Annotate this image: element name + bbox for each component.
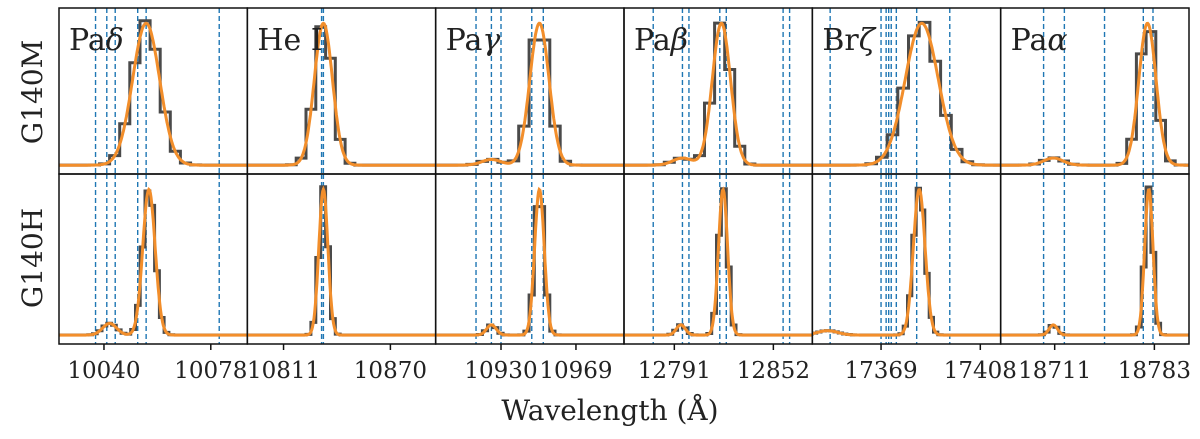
model-fit-series [624,186,813,337]
line-label-main: Pa [69,23,106,58]
model-fit-series [1000,187,1189,337]
data-step-series [59,189,248,337]
line-label-main: Br [822,23,859,58]
x-tick-label: 12791 [638,358,711,384]
line-label: Paβ [634,23,688,58]
x-tick-label: 10811 [247,358,320,384]
x-tick-label: 10040 [67,358,140,384]
line-label: Paγ [446,23,501,58]
line-label: Paδ [69,23,124,58]
panel-frame [246,173,437,345]
x-tick-label: 18783 [1118,358,1191,384]
model-fit-series [59,186,248,337]
model-fit-series [812,21,1001,167]
line-label-greek: β [670,23,688,58]
data-step-series [1000,185,1190,337]
x-axis-label: Wavelength (Å) [501,394,718,427]
model-fit-series [812,188,1001,337]
panel-Paδ-G140H [59,174,248,344]
panel-Paγ-G140H [435,174,624,344]
panel-frame [999,173,1190,345]
model-fit-series [247,185,436,337]
panel-Paγ-G140M [435,8,624,174]
model-fit-series [247,21,436,167]
panel-Paδ-G140M [59,8,248,174]
line-label-main: Pa [1011,23,1048,58]
model-fit-series [59,21,248,167]
model-fit-series [1000,21,1189,167]
panel-Paα-G140H [1000,174,1190,344]
x-tick-label: 10930 [464,358,537,384]
model-fit-series [435,186,624,337]
x-tick-label: 18711 [1018,358,1091,384]
panel-Paβ-G140M [624,8,813,174]
line-label: Paα [1011,23,1068,58]
panel-Brζ-G140M [812,8,1001,174]
panel-Brζ-G140H [812,174,1001,344]
data-step-series [435,38,624,167]
x-tick-label: 10078 [174,358,247,384]
line-label-main: Pa [446,23,483,58]
model-fit-series [435,21,624,167]
model-fit-series [624,21,813,167]
x-tick-label: 12852 [737,358,810,384]
line-label-main: He I [257,23,322,58]
panel-He I-G140H [247,174,436,344]
panel-He I-G140M [247,8,436,174]
row-label-g140h: G140H [16,208,49,308]
x-tick-label: 10870 [354,358,427,384]
line-label: He I [257,23,322,58]
line-label-greek: δ [106,23,124,58]
x-tick-label: 17369 [844,358,917,384]
x-tick-label: 10969 [539,358,612,384]
panel-Paα-G140M [1000,8,1190,174]
line-label-greek: ζ [859,23,877,58]
line-label-greek: α [1047,23,1067,58]
x-tick-label: 17408 [944,358,1017,384]
line-label-main: Pa [634,23,671,58]
panel-Paβ-G140H [624,174,813,344]
line-label: Brζ [822,23,876,58]
data-step-series [247,185,436,337]
row-label-g140m: G140M [16,40,49,144]
line-label-greek: γ [482,23,500,58]
